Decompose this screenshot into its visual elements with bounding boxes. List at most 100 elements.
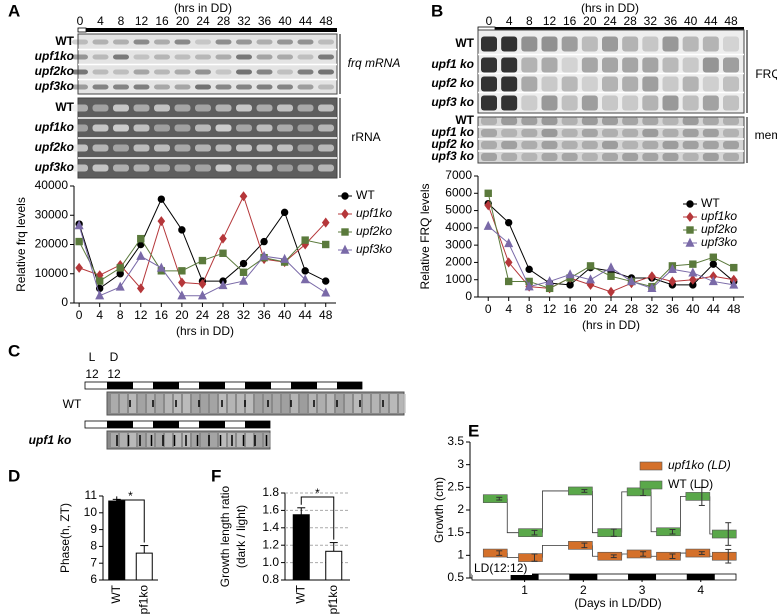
x-tick-label: 0	[76, 308, 83, 322]
marker	[648, 271, 656, 282]
band	[154, 84, 170, 90]
marker	[157, 195, 166, 203]
band	[622, 141, 639, 149]
time-label: 40	[684, 14, 698, 28]
row-label: upf3ko	[35, 160, 74, 174]
segment-bar	[568, 541, 593, 550]
band	[154, 69, 170, 75]
step-connector	[650, 491, 657, 533]
y-tick-label: 3000	[445, 237, 472, 251]
marker	[686, 226, 694, 234]
time-label: 36	[258, 14, 272, 28]
x-tick-label: WT	[293, 584, 307, 603]
band	[481, 36, 497, 52]
marker	[75, 237, 83, 246]
band	[318, 104, 334, 112]
row-label: WT	[55, 100, 74, 114]
segment-bar	[711, 551, 737, 561]
marker	[545, 276, 555, 286]
marker	[239, 259, 248, 268]
band	[541, 36, 558, 52]
legend-label: upf3ko	[701, 235, 737, 249]
band	[133, 69, 150, 75]
band	[72, 39, 88, 45]
band	[297, 84, 314, 90]
legend-label: WT	[356, 188, 375, 202]
segment-bar	[597, 551, 623, 561]
legend-label: upf2ko	[356, 224, 392, 238]
band	[174, 84, 191, 90]
band	[521, 141, 538, 149]
band	[541, 76, 558, 92]
y-axis-label: (dark / light)	[234, 505, 248, 568]
band	[602, 129, 618, 137]
band	[256, 144, 273, 152]
band	[113, 104, 129, 112]
ld-bar	[471, 573, 737, 581]
band	[195, 144, 211, 152]
x-tick-label: 40	[686, 302, 700, 316]
y-tick-label: 6	[90, 572, 97, 586]
row-label: WT	[455, 36, 474, 50]
bar	[325, 550, 343, 581]
light-label: L	[89, 350, 96, 364]
x-tick-label: 8	[526, 302, 533, 316]
band	[702, 95, 719, 111]
band	[682, 129, 699, 137]
time-label: 8	[526, 14, 533, 28]
band	[154, 39, 170, 45]
band	[318, 124, 334, 132]
band	[602, 153, 618, 161]
y-tick-label: 1.4	[262, 520, 279, 534]
step-connector	[709, 553, 713, 557]
band	[541, 117, 558, 125]
band	[256, 69, 273, 75]
band	[195, 84, 211, 90]
x-tick-label: 4	[505, 302, 512, 316]
mycelium	[336, 394, 343, 413]
segment-bar	[685, 492, 711, 501]
marker	[709, 253, 718, 261]
marker	[322, 240, 330, 249]
mycelium	[210, 433, 217, 447]
legend-swatch	[639, 480, 663, 490]
band	[113, 124, 129, 132]
band	[702, 141, 719, 149]
mycelium	[291, 394, 298, 413]
row-label: upf3ko	[35, 79, 74, 93]
band	[236, 54, 252, 60]
band	[318, 144, 334, 152]
band	[702, 129, 719, 137]
marker	[524, 281, 534, 291]
dark-phase	[153, 382, 179, 389]
band	[723, 57, 739, 73]
marker	[668, 276, 677, 287]
band	[561, 153, 578, 161]
marker	[667, 264, 677, 274]
band	[662, 57, 679, 73]
mycelium	[246, 433, 253, 447]
band	[723, 76, 739, 92]
step-connector	[506, 553, 519, 558]
row-label: WT	[455, 113, 474, 127]
band	[92, 164, 109, 172]
band	[541, 153, 558, 161]
band	[256, 164, 273, 172]
dark-phase	[337, 382, 362, 389]
marker	[239, 275, 249, 285]
y-tick-label: 30000	[35, 207, 69, 221]
significance-bracket	[300, 496, 335, 540]
marker	[626, 276, 636, 286]
marker	[95, 277, 104, 285]
panel-label: D	[8, 466, 20, 485]
band	[215, 54, 232, 60]
mycelium	[147, 394, 154, 413]
marker	[280, 253, 290, 263]
mycelium	[255, 433, 262, 447]
mycelium	[129, 394, 136, 413]
band	[72, 124, 88, 132]
y-tick-label: 1.6	[262, 503, 279, 517]
row-label: upf2ko	[35, 64, 74, 78]
y-tick-label: 1.0	[262, 555, 279, 569]
